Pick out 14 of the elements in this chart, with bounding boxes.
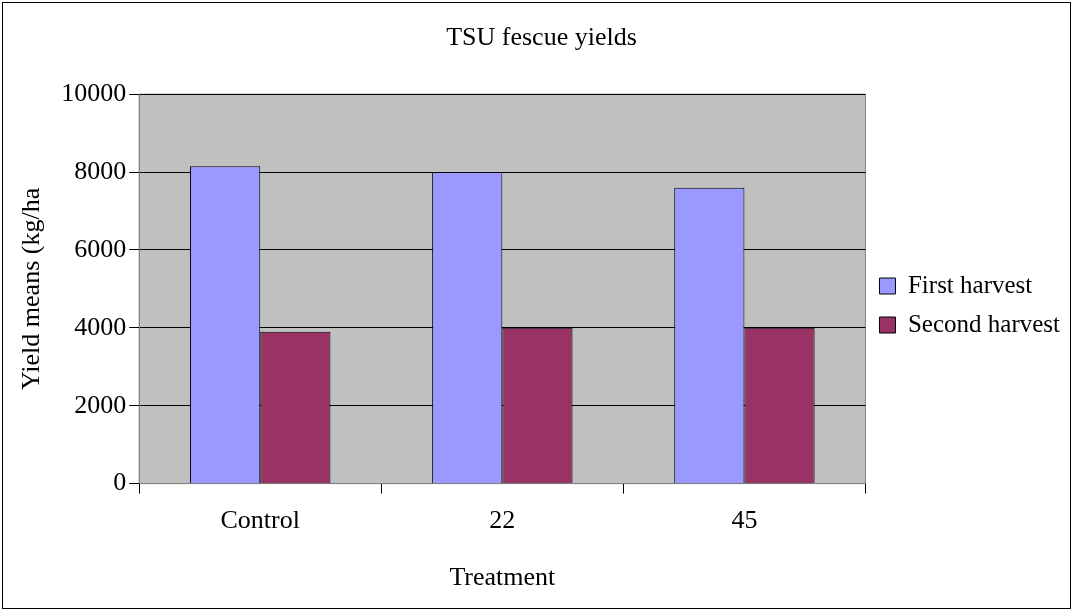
- legend-label: First harvest: [907, 270, 1033, 298]
- x-tick-label: Control: [220, 505, 300, 535]
- x-tick-label: 22: [489, 505, 516, 535]
- y-axis-title: Yield means (kg/ha: [16, 187, 46, 390]
- y-tick-label: 4000: [74, 311, 127, 341]
- x-tick-label: 45: [731, 505, 758, 535]
- chart-title: TSU fescue yields: [446, 22, 637, 52]
- y-tick-label: 10000: [61, 78, 127, 108]
- y-tick-label: 8000: [74, 155, 127, 185]
- y-tick-label: 2000: [74, 389, 127, 419]
- y-tick-label: 0: [113, 467, 127, 497]
- y-tick-label: 6000: [74, 233, 127, 263]
- x-axis-title: Treatment: [449, 562, 557, 592]
- legend-label: Second harvest: [907, 309, 1061, 337]
